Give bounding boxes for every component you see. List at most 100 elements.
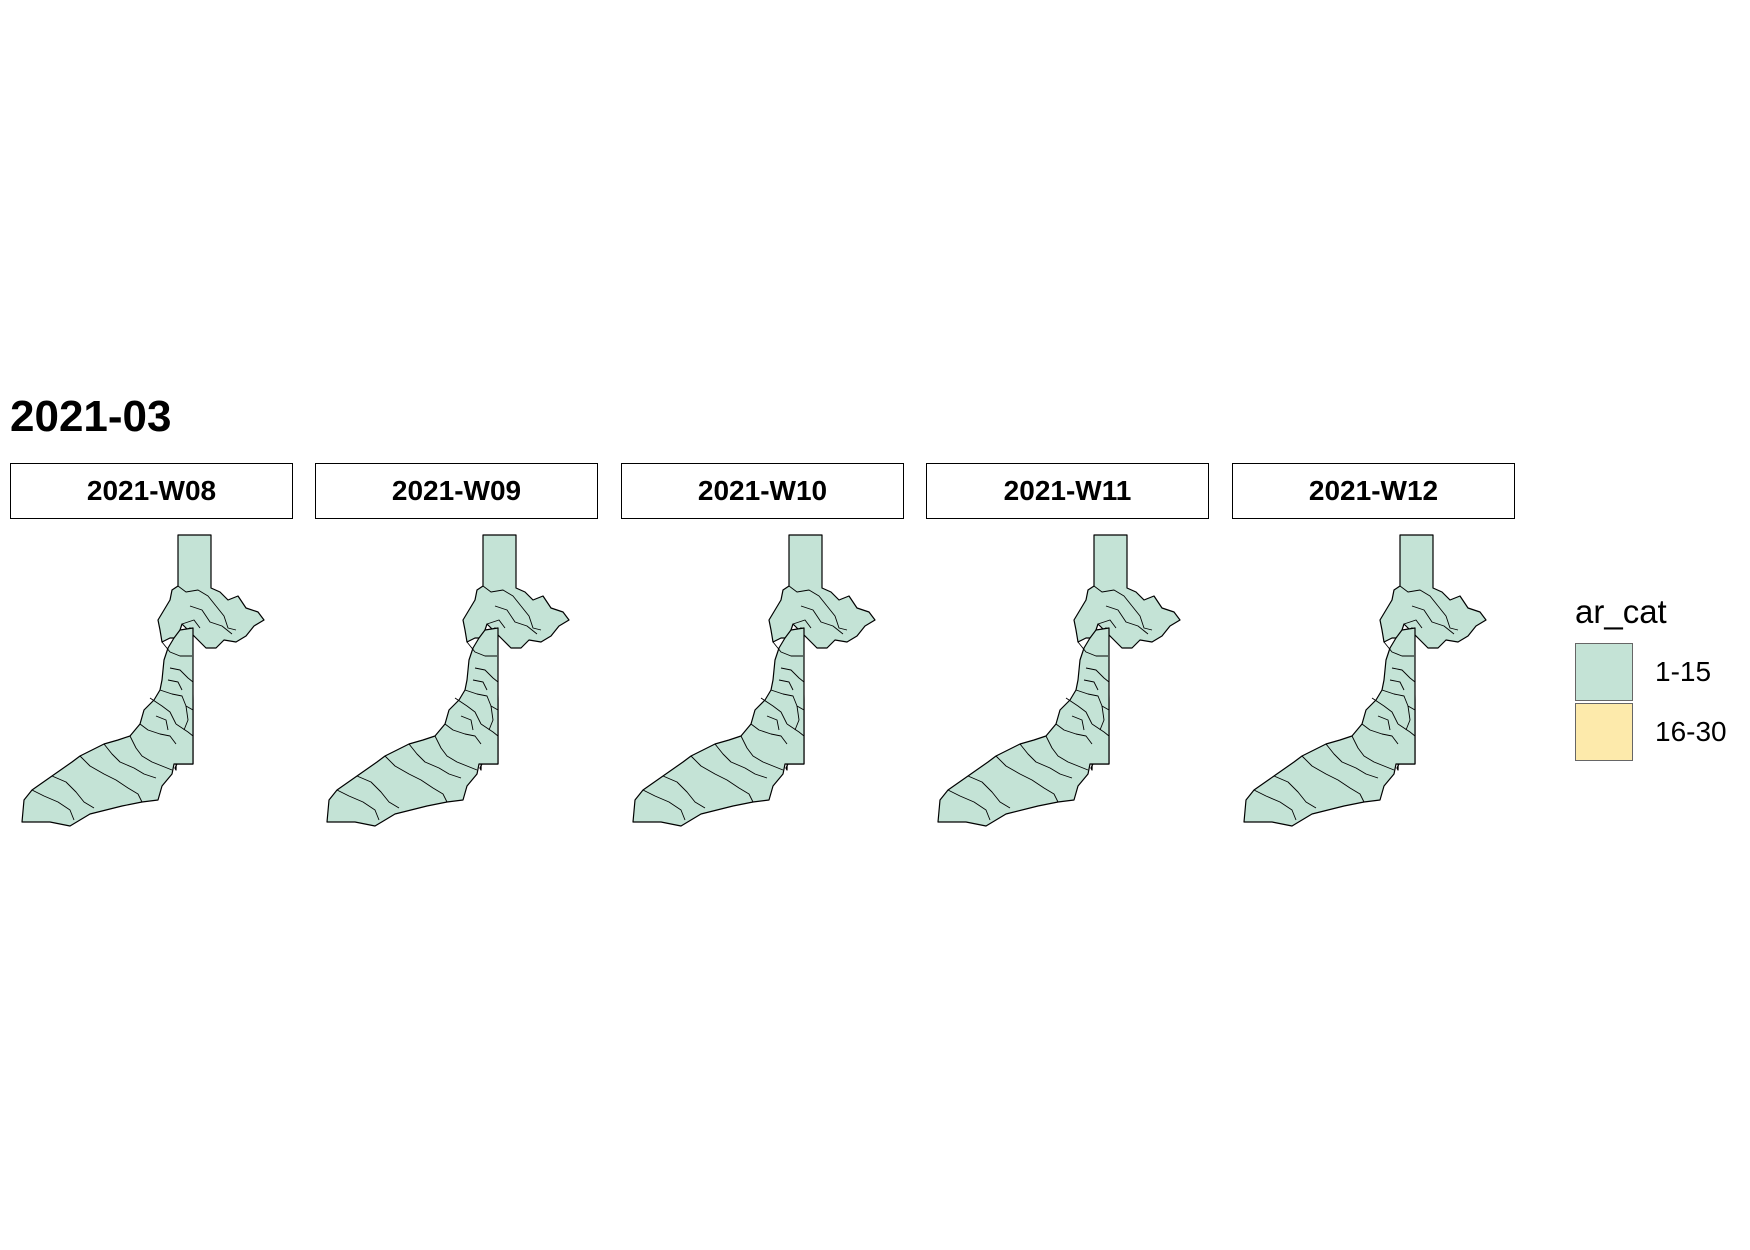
legend: ar_cat 1-15 16-30	[1575, 592, 1745, 762]
map-district-border	[1437, 605, 1459, 631]
map-district-border	[1085, 667, 1110, 683]
map-district-border	[1351, 735, 1395, 771]
map-district-border	[1397, 723, 1416, 737]
map-district-border	[662, 775, 706, 809]
legend-label: 1-15	[1655, 656, 1712, 687]
map-district-border	[444, 723, 482, 745]
facet-strip: 2021-W09	[315, 463, 598, 519]
map-district-border	[488, 705, 494, 731]
map-district-border	[786, 723, 805, 737]
facet-strip: 2021-W08	[10, 463, 293, 519]
map-district-border	[356, 775, 400, 809]
facet-strip: 2021-W11	[926, 463, 1209, 519]
map-district-border	[1325, 743, 1379, 779]
map-district-border	[460, 715, 474, 731]
map-district-border	[384, 755, 448, 803]
map-district-border	[466, 641, 497, 657]
map-district-border	[51, 775, 95, 809]
map-district-border	[520, 605, 542, 631]
map-district-border	[31, 789, 75, 821]
region-map	[326, 534, 570, 827]
map-district-border	[1361, 723, 1399, 745]
map-district-border	[780, 667, 805, 683]
map-district-border	[1411, 605, 1455, 635]
map-district-border	[103, 743, 157, 779]
map-district-border	[772, 641, 803, 657]
map-district-border	[1301, 755, 1365, 803]
map-district-border	[159, 689, 194, 711]
map-district-border	[215, 605, 237, 631]
map-district-border	[486, 619, 506, 629]
map-district-border	[139, 723, 177, 745]
map-district-border	[169, 667, 194, 683]
map-district-border	[129, 735, 173, 771]
facet-map	[621, 530, 904, 830]
map-district-border	[714, 743, 768, 779]
facet-map	[926, 530, 1209, 830]
plot-title: 2021-03	[10, 392, 172, 441]
map-district-border	[792, 619, 812, 629]
map-district-border	[788, 585, 828, 607]
map-district-border	[1077, 641, 1108, 657]
map-district-border	[472, 679, 488, 691]
map-district-border	[794, 705, 800, 731]
region-map	[632, 534, 876, 827]
map-district-border	[1403, 619, 1423, 629]
map-district-border	[181, 619, 201, 629]
map-district-border	[482, 585, 522, 607]
map-district-border	[464, 689, 499, 711]
map-district-border	[740, 735, 784, 771]
map-district-border	[766, 715, 780, 731]
map-district-border	[1097, 619, 1117, 629]
map-district-border	[175, 723, 194, 737]
map-district-border	[1105, 605, 1149, 635]
facet-map	[315, 530, 598, 830]
map-district-border	[1371, 697, 1399, 725]
map-district-border	[155, 715, 169, 731]
region-map	[1243, 534, 1487, 827]
legend-title: ar_cat	[1575, 593, 1667, 630]
map-district-border	[1405, 705, 1411, 731]
map-district-border	[177, 585, 217, 607]
map-district-border	[826, 605, 848, 631]
map-district-border	[770, 689, 805, 711]
map-district-border	[480, 723, 499, 737]
map-district-border	[1045, 735, 1089, 771]
map-district-border	[1019, 743, 1073, 779]
legend-item: 16-30	[1575, 702, 1745, 762]
map-district-border	[1091, 723, 1110, 737]
map-district-border	[454, 697, 482, 725]
map-district-border	[1065, 697, 1093, 725]
map-district-border	[778, 679, 794, 691]
map-district-border	[800, 605, 844, 635]
map-district-border	[1377, 715, 1391, 731]
map-district-border	[408, 743, 462, 779]
map-district-border	[760, 697, 788, 725]
map-district-border	[1391, 667, 1416, 683]
map-district-border	[1389, 679, 1405, 691]
facet-map	[10, 530, 293, 830]
map-district-border	[1381, 689, 1416, 711]
map-district-border	[336, 789, 380, 821]
map-district-border	[494, 605, 538, 635]
map-district-border	[995, 755, 1059, 803]
map-district-border	[1131, 605, 1153, 631]
legend-swatch	[1575, 643, 1633, 701]
legend-item: 1-15	[1575, 642, 1745, 702]
map-district-border	[167, 679, 183, 691]
map-district-border	[1071, 715, 1085, 731]
region-map	[937, 534, 1181, 827]
map-district-border	[1083, 679, 1099, 691]
map-district-border	[1383, 641, 1414, 657]
facet-map	[1232, 530, 1515, 830]
map-district-border	[1273, 775, 1317, 809]
map-district-border	[1055, 723, 1093, 745]
map-district-border	[750, 723, 788, 745]
map-district-border	[189, 605, 233, 635]
map-district-border	[434, 735, 478, 771]
map-district-border	[967, 775, 1011, 809]
map-district-border	[161, 641, 192, 657]
map-district-border	[474, 667, 499, 683]
map-district-border	[642, 789, 686, 821]
legend-swatch	[1575, 703, 1633, 761]
